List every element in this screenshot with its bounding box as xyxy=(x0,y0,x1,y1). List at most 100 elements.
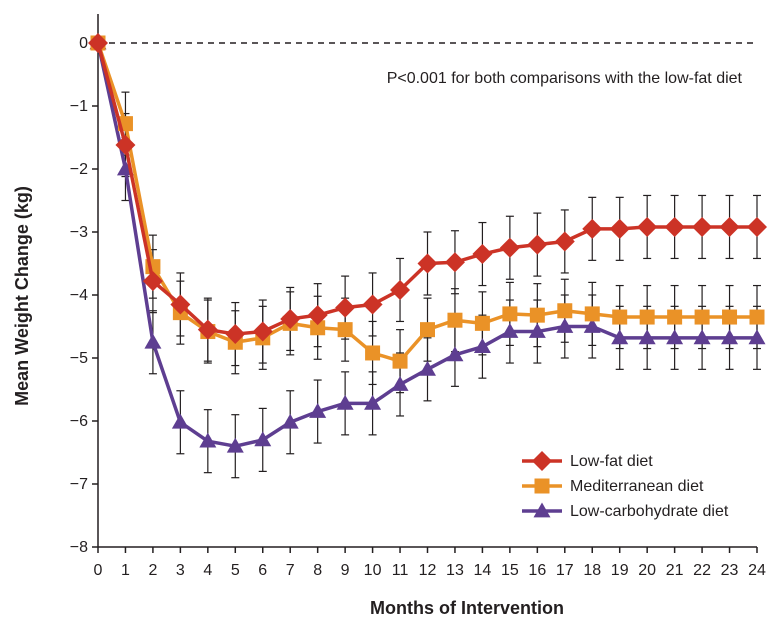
x-tick-label: 22 xyxy=(693,562,711,579)
axes: 0−1−2−3−4−5−6−7−80 1 2 3 4 5 6 7 8 9 10 11 12 13 14 15 1… xyxy=(70,14,766,579)
x-tick-label: 3 xyxy=(176,562,185,579)
x-tick-label: 9 xyxy=(341,562,350,579)
x-axis-title: Months of Intervention xyxy=(370,598,564,618)
x-tick-label: 19 xyxy=(611,562,629,579)
data-point xyxy=(721,329,739,345)
y-axis-title: Mean Weight Change (kg) xyxy=(12,186,32,406)
data-point xyxy=(472,244,493,265)
legend: Low-fat diet Mediterranean diet Low-carboh… xyxy=(522,451,729,520)
data-point xyxy=(474,315,490,331)
data-point xyxy=(226,437,244,453)
data-point xyxy=(280,308,301,329)
data-point xyxy=(365,345,381,361)
p-value-annotation: P<0.001 for both comparisons with the lo… xyxy=(387,70,743,87)
data-point xyxy=(337,322,353,338)
data-point xyxy=(528,323,546,338)
y-tick-label: −8 xyxy=(70,539,88,556)
data-point xyxy=(309,403,327,418)
x-tick-label: 2 xyxy=(148,562,157,579)
data-point xyxy=(557,303,573,319)
data-point xyxy=(693,329,711,345)
legend-item-2: Low-carbohydrate diet xyxy=(522,502,729,520)
data-point xyxy=(722,309,738,325)
data-point xyxy=(473,338,491,354)
data-point xyxy=(446,346,464,362)
legend-label: Low-carbohydrate diet xyxy=(570,503,729,520)
data-point xyxy=(639,309,655,325)
data-point xyxy=(749,309,765,325)
y-tick-label: −6 xyxy=(70,413,88,430)
y-tick-label: −4 xyxy=(70,287,88,304)
series-layer xyxy=(88,33,767,479)
legend-item-1: Mediterranean diet xyxy=(522,478,704,495)
y-tick-label: −7 xyxy=(70,476,88,493)
y-tick-label: −3 xyxy=(70,224,88,241)
data-point xyxy=(554,231,575,252)
x-tick-label: 4 xyxy=(203,562,212,579)
data-point xyxy=(583,318,601,333)
data-point xyxy=(392,353,408,369)
data-point xyxy=(444,252,465,273)
data-point xyxy=(281,413,299,429)
data-point xyxy=(362,294,383,315)
data-point xyxy=(88,33,108,53)
y-tick-label: −2 xyxy=(70,161,88,178)
data-point xyxy=(637,216,658,237)
data-point xyxy=(199,432,217,448)
data-point xyxy=(170,294,191,315)
x-tick-label: 11 xyxy=(392,562,409,579)
data-point xyxy=(612,309,628,325)
data-point xyxy=(501,323,519,338)
x-tick-label: 21 xyxy=(666,562,684,579)
data-point xyxy=(556,318,574,333)
data-point xyxy=(502,306,518,322)
data-point xyxy=(115,135,136,156)
error-bars-2 xyxy=(121,136,761,479)
data-point xyxy=(609,218,630,239)
error-bars-0 xyxy=(121,112,761,367)
data-point xyxy=(364,394,382,410)
x-tick-label: 18 xyxy=(583,562,601,579)
data-point xyxy=(611,329,629,345)
series-0 xyxy=(88,33,767,345)
data-point xyxy=(638,329,656,345)
x-tick-label: 13 xyxy=(446,562,464,579)
data-point xyxy=(335,297,356,318)
data-point xyxy=(527,234,548,255)
data-point xyxy=(694,309,710,325)
data-point xyxy=(336,394,354,410)
legend-item-0: Low-fat diet xyxy=(522,451,653,471)
data-point xyxy=(667,309,683,325)
data-point xyxy=(254,431,272,447)
data-point xyxy=(144,333,162,349)
data-point xyxy=(420,322,435,338)
x-tick-label: 1 xyxy=(121,562,130,579)
data-point xyxy=(390,279,411,300)
x-tick-label: 8 xyxy=(313,562,322,579)
data-point xyxy=(584,306,600,322)
data-point xyxy=(447,312,463,328)
data-point xyxy=(391,375,409,391)
data-point xyxy=(582,218,603,239)
x-tick-label: 10 xyxy=(364,562,382,579)
legend-label: Mediterranean diet xyxy=(570,478,704,495)
series-2 xyxy=(89,34,766,453)
x-tick-label: 6 xyxy=(258,562,267,579)
data-point xyxy=(197,319,218,340)
legend-swatch-marker xyxy=(532,451,552,471)
data-point xyxy=(666,329,684,345)
x-tick-label: 0 xyxy=(94,562,103,579)
x-tick-label: 14 xyxy=(474,562,492,579)
data-point xyxy=(719,216,740,237)
data-point xyxy=(307,305,328,326)
data-point xyxy=(310,320,326,336)
data-point xyxy=(171,413,189,429)
data-point xyxy=(225,324,246,345)
data-point xyxy=(747,216,767,237)
x-tick-label: 5 xyxy=(231,562,240,579)
x-tick-label: 23 xyxy=(721,562,739,579)
data-point xyxy=(142,271,163,292)
data-point xyxy=(419,360,436,376)
data-point xyxy=(499,237,520,258)
